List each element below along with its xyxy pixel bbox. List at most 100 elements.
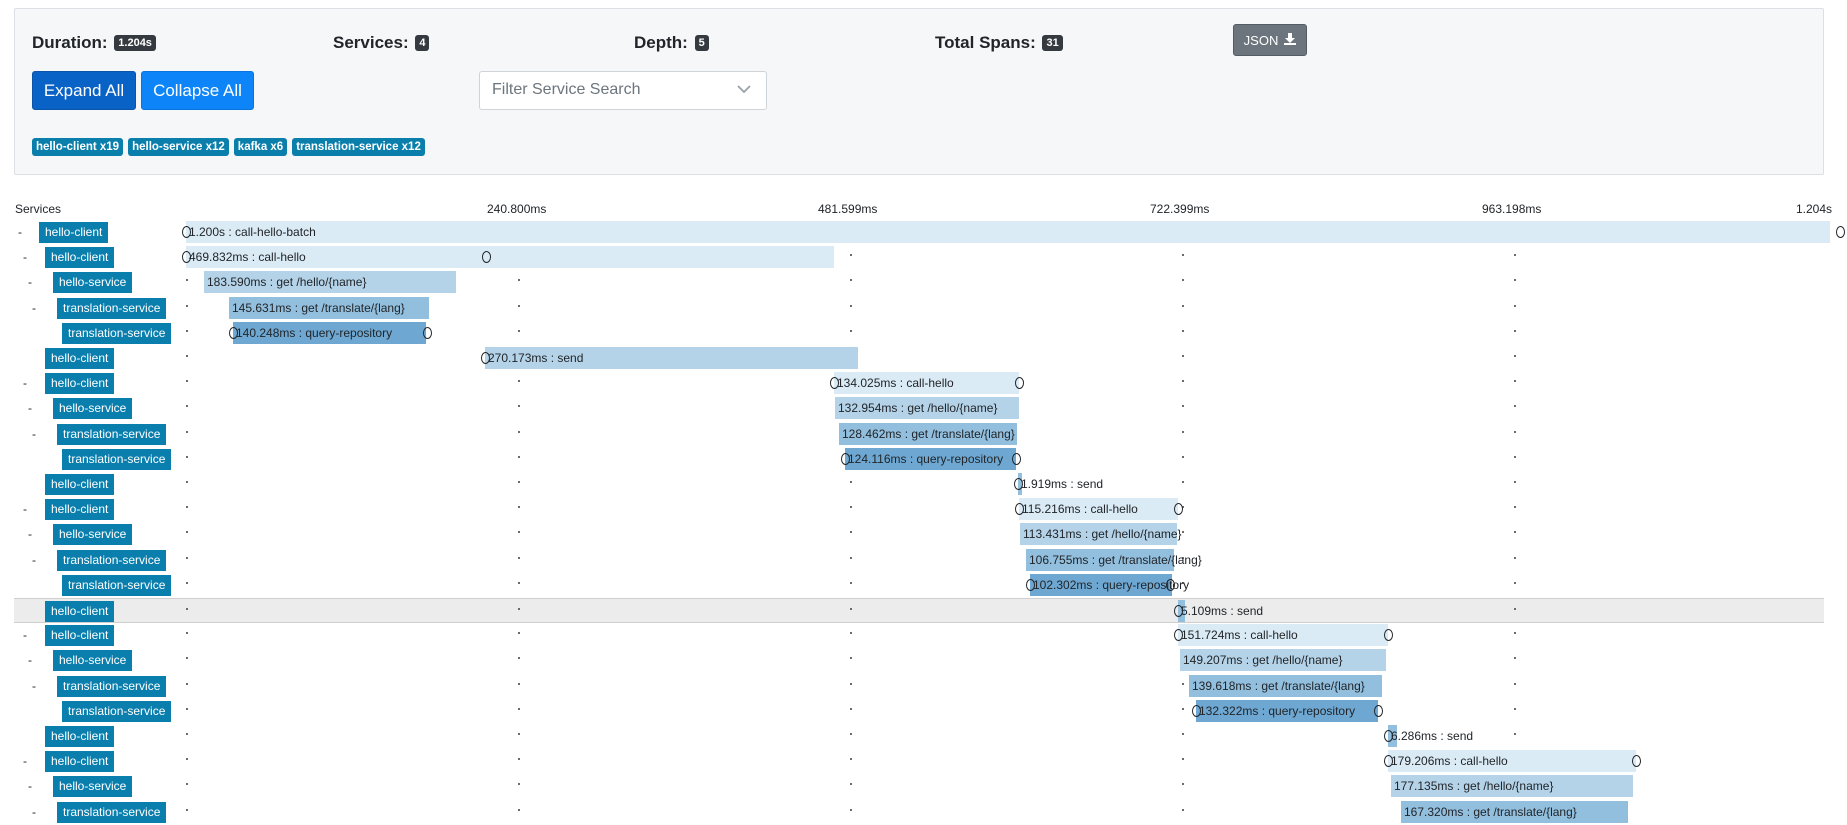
span-row[interactable]: hello-client 5.109ms : send: [14, 598, 1824, 623]
span-bar[interactable]: [186, 246, 834, 269]
span-bar[interactable]: [835, 397, 1019, 420]
service-name-badge[interactable]: hello-client: [45, 373, 115, 395]
span-label: 6.286ms : send: [1391, 729, 1474, 743]
grid-tick-dot: [1182, 808, 1184, 811]
span-end-marker-icon: [1166, 578, 1175, 591]
filter-service-search[interactable]: Filter Service Search: [479, 71, 767, 110]
expand-all-button[interactable]: Expand All: [32, 71, 136, 110]
service-name-badge[interactable]: hello-service: [53, 524, 133, 546]
service-name-badge[interactable]: hello-service: [53, 398, 133, 420]
span-bar[interactable]: [233, 321, 426, 344]
service-name-badge[interactable]: translation-service: [57, 297, 167, 319]
service-name-badge[interactable]: translation-service: [62, 574, 172, 596]
service-name-badge[interactable]: translation-service: [62, 322, 172, 344]
service-name-badge[interactable]: hello-client: [45, 247, 115, 269]
span-row[interactable]: - hello-service 183.590ms : get /hello/{na…: [14, 270, 1824, 295]
collapse-all-button[interactable]: Collapse All: [141, 71, 254, 110]
span-row[interactable]: hello-client 270.173ms : send: [14, 346, 1824, 371]
collapse-toggle[interactable]: -: [23, 628, 27, 643]
span-bar[interactable]: [839, 422, 1017, 445]
json-download-button[interactable]: JSON: [1233, 24, 1307, 56]
collapse-toggle[interactable]: -: [23, 250, 27, 265]
span-row[interactable]: - translation-service 106.755ms : get /tra…: [14, 548, 1824, 573]
span-start-marker-icon: [1026, 578, 1035, 591]
span-row[interactable]: translation-service 140.248ms : query-rep…: [14, 321, 1824, 346]
service-name-badge[interactable]: hello-service: [53, 272, 133, 294]
service-name-badge[interactable]: hello-client: [45, 625, 115, 647]
service-name-badge[interactable]: hello-service: [53, 776, 133, 798]
span-bar[interactable]: [1178, 624, 1388, 647]
collapse-toggle[interactable]: -: [32, 804, 36, 819]
span-bar[interactable]: [485, 347, 858, 369]
span-bar[interactable]: [1391, 775, 1633, 798]
span-bar[interactable]: [1019, 498, 1178, 521]
collapse-toggle[interactable]: -: [28, 779, 32, 794]
collapse-toggle[interactable]: -: [32, 426, 36, 441]
collapse-toggle[interactable]: -: [23, 376, 27, 391]
collapse-toggle[interactable]: -: [32, 300, 36, 315]
service-name-badge[interactable]: translation-service: [57, 801, 167, 823]
span-row[interactable]: hello-client 1.919ms : send: [14, 472, 1824, 497]
collapse-toggle[interactable]: -: [28, 275, 32, 290]
service-name-badge[interactable]: hello-client: [45, 348, 115, 369]
service-name-badge[interactable]: hello-client: [45, 499, 115, 521]
span-bar[interactable]: [1388, 750, 1636, 773]
grid-tick-dot: [850, 329, 852, 332]
service-name-badge[interactable]: hello-service: [53, 650, 133, 672]
span-row[interactable]: - hello-client 1.200s : call-hello-batch: [14, 220, 1845, 245]
collapse-toggle[interactable]: -: [32, 552, 36, 567]
service-name-badge[interactable]: translation-service: [62, 700, 172, 722]
service-name-badge[interactable]: hello-client: [45, 726, 115, 747]
span-row[interactable]: hello-client 6.286ms : send: [14, 724, 1824, 749]
service-name-badge[interactable]: hello-client: [45, 601, 115, 622]
span-row[interactable]: - hello-service 113.431ms : get /hello/{na…: [14, 522, 1824, 547]
span-row[interactable]: - hello-service 177.135ms : get /hello/{na…: [14, 774, 1824, 799]
span-bar[interactable]: [1026, 548, 1174, 571]
span-row[interactable]: translation-service 102.302ms : query-rep…: [14, 573, 1824, 598]
service-name-badge[interactable]: hello-client: [39, 222, 109, 243]
collapse-toggle[interactable]: -: [32, 678, 36, 693]
grid-tick-dot: [186, 380, 188, 383]
grid-tick-dot: [186, 808, 188, 811]
span-row[interactable]: translation-service 124.116ms : query-rep…: [14, 447, 1824, 472]
collapse-toggle[interactable]: -: [23, 754, 27, 769]
span-row[interactable]: - translation-service 145.631ms : get /tra…: [14, 296, 1824, 321]
span-row[interactable]: - hello-client 151.724ms : call-hello: [14, 623, 1824, 648]
span-bar[interactable]: [204, 271, 456, 294]
span-row[interactable]: - hello-client 115.216ms : call-hello: [14, 497, 1824, 522]
span-start-marker-icon: [1174, 605, 1183, 617]
collapse-toggle[interactable]: -: [28, 527, 32, 542]
span-bar[interactable]: [1180, 649, 1386, 672]
span-bar[interactable]: [186, 221, 1830, 243]
span-row[interactable]: - hello-client 469.832ms : call-hello: [14, 245, 1824, 270]
collapse-toggle[interactable]: -: [18, 225, 22, 239]
total-spans-badge: 31: [1042, 35, 1063, 51]
span-bar[interactable]: [1020, 523, 1177, 546]
span-bar[interactable]: [845, 447, 1016, 470]
service-name-badge[interactable]: hello-client: [45, 751, 115, 773]
span-row[interactable]: - hello-client 179.206ms : call-hello: [14, 749, 1824, 774]
span-bar[interactable]: [834, 372, 1019, 395]
collapse-toggle[interactable]: -: [23, 502, 27, 517]
span-row[interactable]: - hello-service 132.954ms : get /hello/{na…: [14, 396, 1824, 421]
span-bar[interactable]: [1030, 573, 1172, 596]
grid-tick-dot: [1514, 380, 1516, 383]
collapse-toggle[interactable]: -: [28, 653, 32, 668]
service-name-badge[interactable]: hello-client: [45, 474, 115, 495]
service-name-badge[interactable]: translation-service: [57, 549, 167, 571]
service-name-badge[interactable]: translation-service: [57, 423, 167, 445]
span-row[interactable]: translation-service 132.322ms : query-rep…: [14, 699, 1824, 724]
span-label: 151.724ms : call-hello: [1181, 628, 1298, 643]
span-start-marker-icon: [1014, 478, 1023, 490]
service-name-badge[interactable]: translation-service: [57, 675, 167, 697]
span-bar[interactable]: [229, 296, 429, 319]
span-bar[interactable]: [1189, 674, 1382, 697]
span-row[interactable]: - translation-service 139.618ms : get /tra…: [14, 674, 1824, 699]
collapse-toggle[interactable]: -: [28, 401, 32, 416]
span-row[interactable]: - translation-service 167.320ms : get /tra…: [14, 800, 1824, 825]
span-row[interactable]: - hello-client 134.025ms : call-hello: [14, 371, 1824, 396]
span-row[interactable]: - translation-service 128.462ms : get /tra…: [14, 422, 1824, 447]
service-name-badge[interactable]: translation-service: [62, 448, 172, 470]
span-bar[interactable]: [1196, 699, 1378, 722]
span-row[interactable]: - hello-service 149.207ms : get /hello/{na…: [14, 648, 1824, 673]
